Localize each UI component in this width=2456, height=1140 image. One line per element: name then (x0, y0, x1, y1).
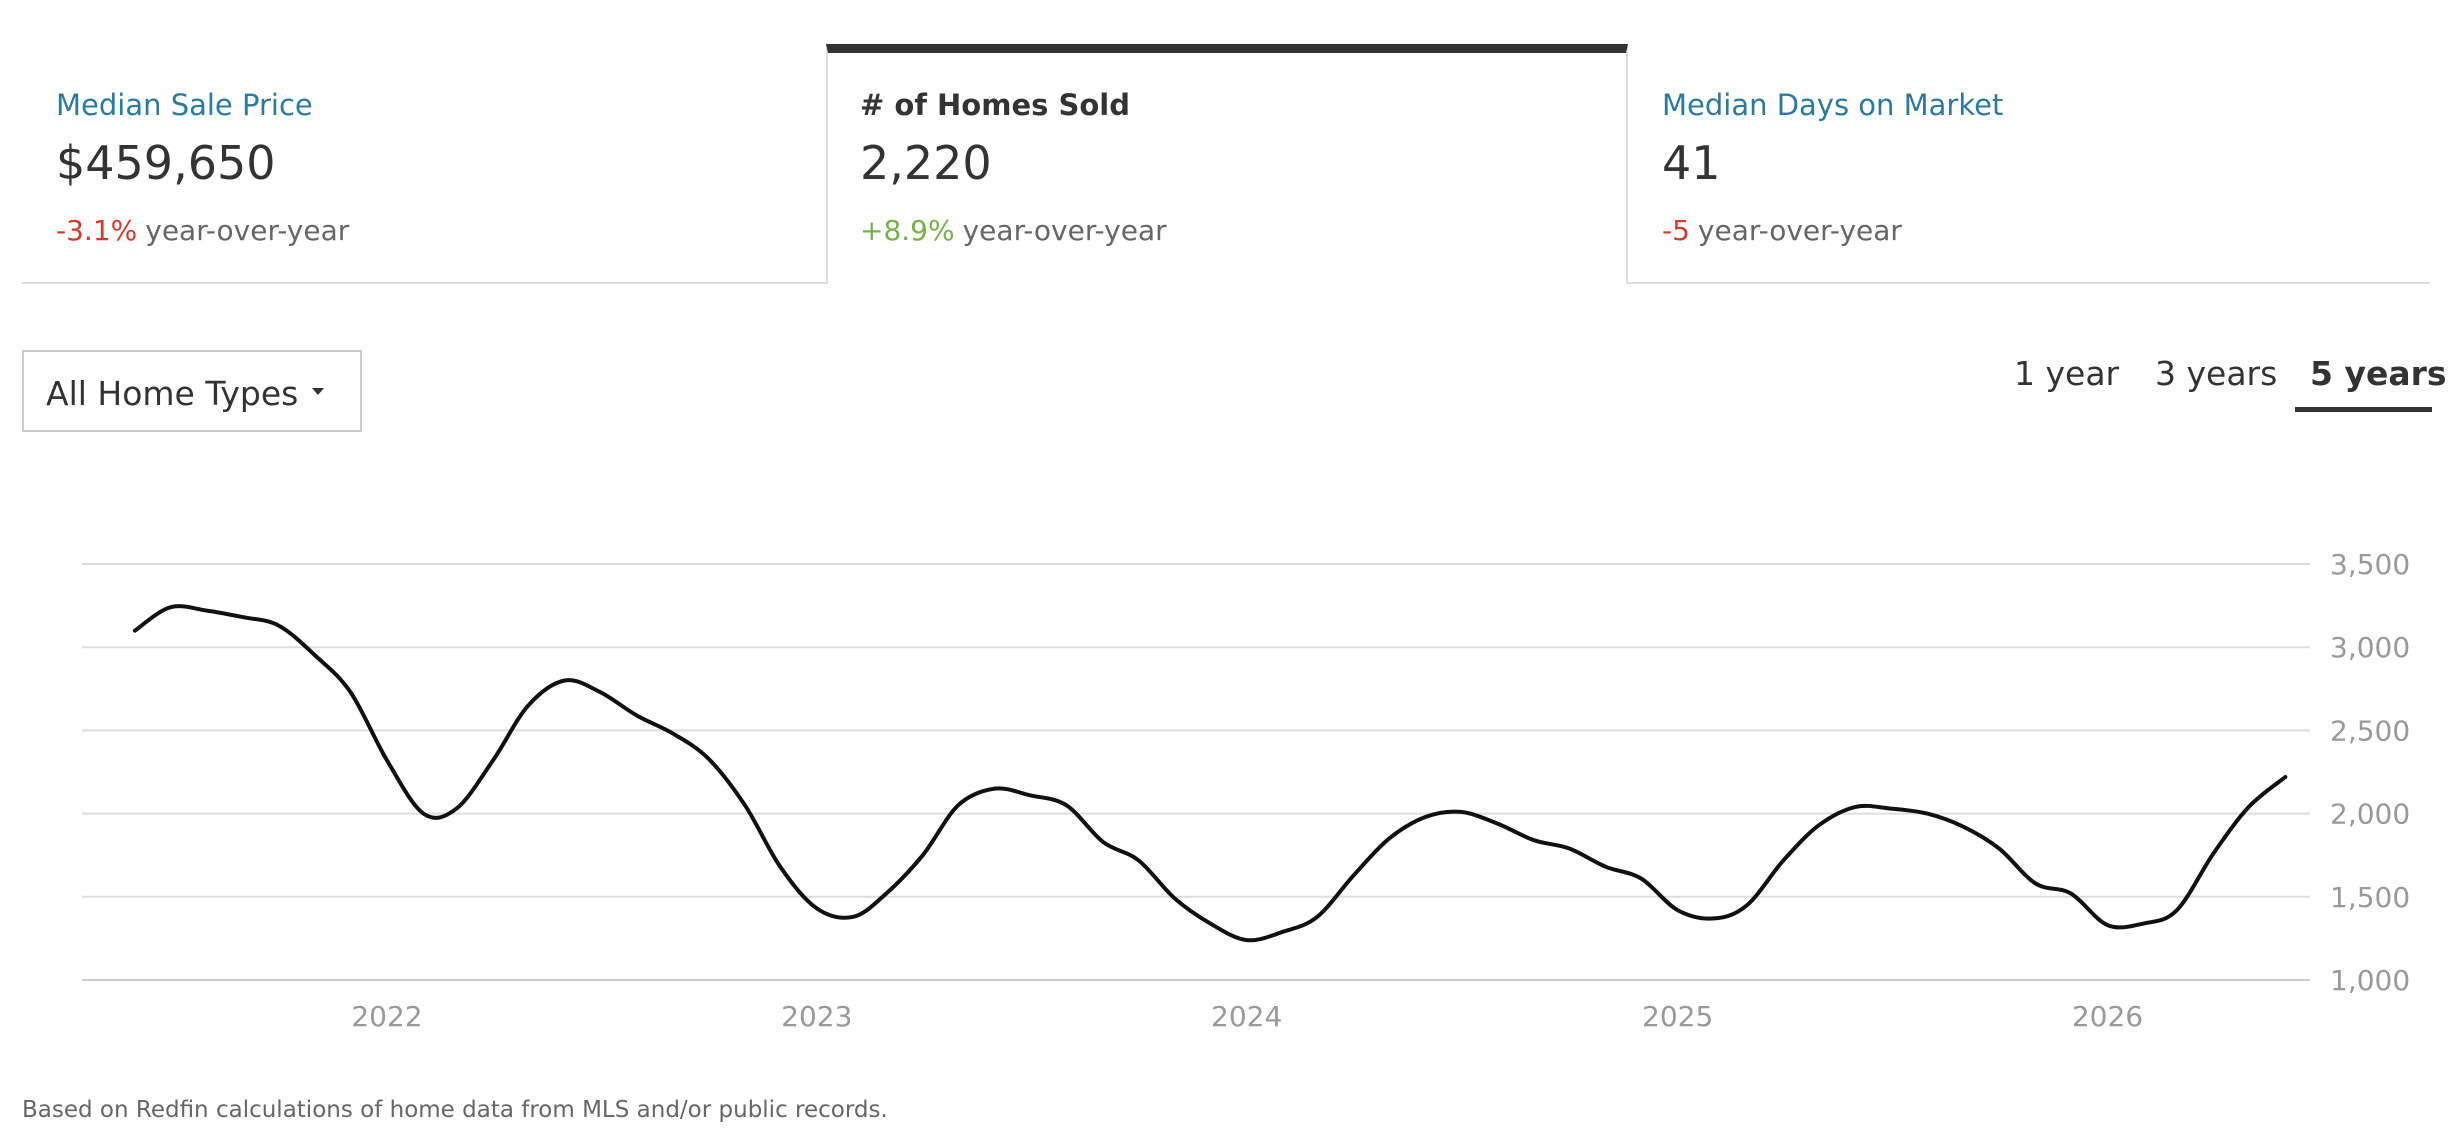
homes-sold-line (133, 604, 2288, 943)
metric-change-value: +8.9% (860, 214, 955, 247)
x-tick-label: 2022 (351, 1000, 422, 1033)
home-type-selected-value: All Home Types (46, 374, 299, 413)
home-type-dropdown[interactable]: All Home Types (22, 350, 362, 432)
metric-tab-homes-sold[interactable]: # of Homes Sold 2,220 +8.9% year-over-yea… (826, 44, 1628, 284)
x-tick-label: 2024 (1211, 1000, 1282, 1033)
y-tick-label: 1,000 (2330, 964, 2410, 997)
metric-change-value: -3.1% (56, 214, 138, 247)
x-tick-label: 2026 (2072, 1000, 2143, 1033)
x-tick-label: 2023 (781, 1000, 852, 1033)
metric-tab-median-days-on-market[interactable]: Median Days on Market 41 -5 year-over-yea… (1628, 44, 2430, 284)
time-range-tabs: 1 year 3 years 5 years (1936, 340, 2456, 420)
y-axis-ticks: 1,000 1,500 2,000 2,500 3,000 3,500 (2330, 548, 2410, 997)
caret-down-icon (312, 388, 324, 395)
metric-change: -5 year-over-year (1662, 214, 1902, 247)
gridlines (82, 563, 2310, 981)
range-tab-5-years[interactable]: 5 years (2310, 354, 2447, 393)
metric-change-suffix: year-over-year (145, 214, 350, 247)
metric-change-suffix: year-over-year (1697, 214, 1902, 247)
y-tick-label: 1,500 (2330, 881, 2410, 914)
x-tick-label: 2025 (1642, 1000, 1713, 1033)
range-tab-3-years[interactable]: 3 years (2155, 354, 2278, 393)
metric-label[interactable]: Median Days on Market (1662, 88, 2004, 122)
metric-change: -3.1% year-over-year (56, 214, 349, 247)
metric-value: $459,650 (56, 136, 276, 190)
y-tick-label: 3,500 (2330, 548, 2410, 581)
y-tick-label: 2,000 (2330, 798, 2410, 831)
range-tab-1-year[interactable]: 1 year (2014, 354, 2120, 393)
metric-change: +8.9% year-over-year (860, 214, 1167, 247)
metric-label: # of Homes Sold (860, 88, 1130, 122)
x-axis-ticks: 2022 2023 2024 2025 2026 (351, 1000, 2143, 1033)
metric-value: 2,220 (860, 136, 992, 190)
metric-change-suffix: year-over-year (962, 214, 1167, 247)
selected-range-indicator (2295, 407, 2432, 412)
metric-label[interactable]: Median Sale Price (56, 88, 313, 122)
metric-value: 41 (1662, 136, 1721, 190)
data-source-footnote: Based on Redfin calculations of home dat… (22, 1097, 888, 1123)
metric-change-value: -5 (1662, 214, 1690, 247)
metric-tabs: Median Sale Price $459,650 -3.1% year-ove… (22, 44, 2430, 284)
metric-tab-median-sale-price[interactable]: Median Sale Price $459,650 -3.1% year-ove… (22, 44, 826, 284)
y-tick-label: 2,500 (2330, 714, 2410, 747)
y-tick-label: 3,000 (2330, 631, 2410, 664)
